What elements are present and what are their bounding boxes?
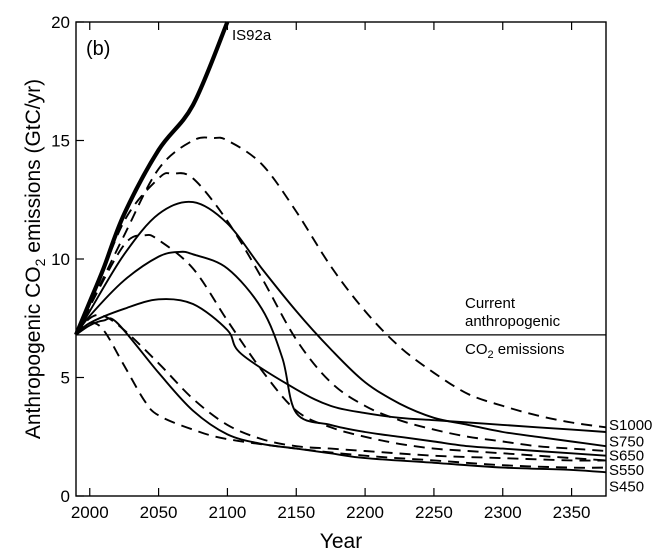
end-label-s650: S650	[609, 448, 644, 465]
end-label-s750: S750	[609, 433, 644, 450]
x-axis-title: Year	[320, 530, 362, 553]
end-label-s1000: S1000	[609, 417, 652, 434]
series-line-s550-solid	[75, 250, 607, 457]
x-tick-label: 2300	[484, 503, 522, 522]
panel-label: (b)	[86, 38, 110, 60]
end-label-s550: S550	[609, 462, 644, 479]
series-line-s650-dashed	[75, 172, 607, 452]
y-axis-title-rest: emissions (GtC/yr)	[22, 79, 45, 259]
annotation-co2-rest: emissions	[494, 341, 565, 358]
y-tick-label: 15	[51, 132, 70, 151]
y-tick-label: 5	[61, 369, 70, 388]
y-tick-label: 0	[61, 487, 70, 506]
series-line-s450-dashed	[75, 313, 607, 462]
x-tick-label: 2150	[277, 503, 315, 522]
axis-ticks: 2000 2050 2100 2150 2200 2250 2300 2350 0 5 10 15 20	[51, 13, 590, 522]
x-tick-label: 2000	[71, 503, 109, 522]
y-axis-title-sub: 2	[32, 258, 48, 266]
series-line-is92a-thick	[74, 21, 230, 336]
series-line-s1000-dashed	[75, 136, 607, 429]
end-label-s450: S450	[609, 479, 644, 496]
top-series-label: IS92a	[232, 27, 272, 44]
series-layer	[74, 21, 607, 474]
y-axis-title: Anthropogenic CO2 emissions (GtC/yr)	[22, 79, 48, 439]
annotation-co2-emissions: CO2 emissions	[465, 341, 564, 361]
x-tick-label: 2250	[415, 503, 453, 522]
x-tick-label: 2350	[553, 503, 591, 522]
x-tick-label: 2200	[346, 503, 384, 522]
x-tick-label: 2050	[140, 503, 178, 522]
series-line-s750-solid	[75, 200, 607, 448]
annotation-current: Current	[465, 295, 516, 312]
y-tick-label: 20	[51, 13, 70, 32]
annotation-anthropogenic: anthropogenic	[465, 313, 561, 330]
y-tick-label: 10	[51, 250, 70, 269]
series-line-s550-dashed	[75, 233, 607, 462]
x-tick-label: 2100	[209, 503, 247, 522]
series-line-s450-solid	[75, 298, 607, 433]
annotation-co2-main: CO	[465, 341, 488, 358]
annotation-co2-sub: 2	[488, 349, 494, 361]
y-axis-title-main: Anthropogenic CO	[22, 266, 45, 439]
